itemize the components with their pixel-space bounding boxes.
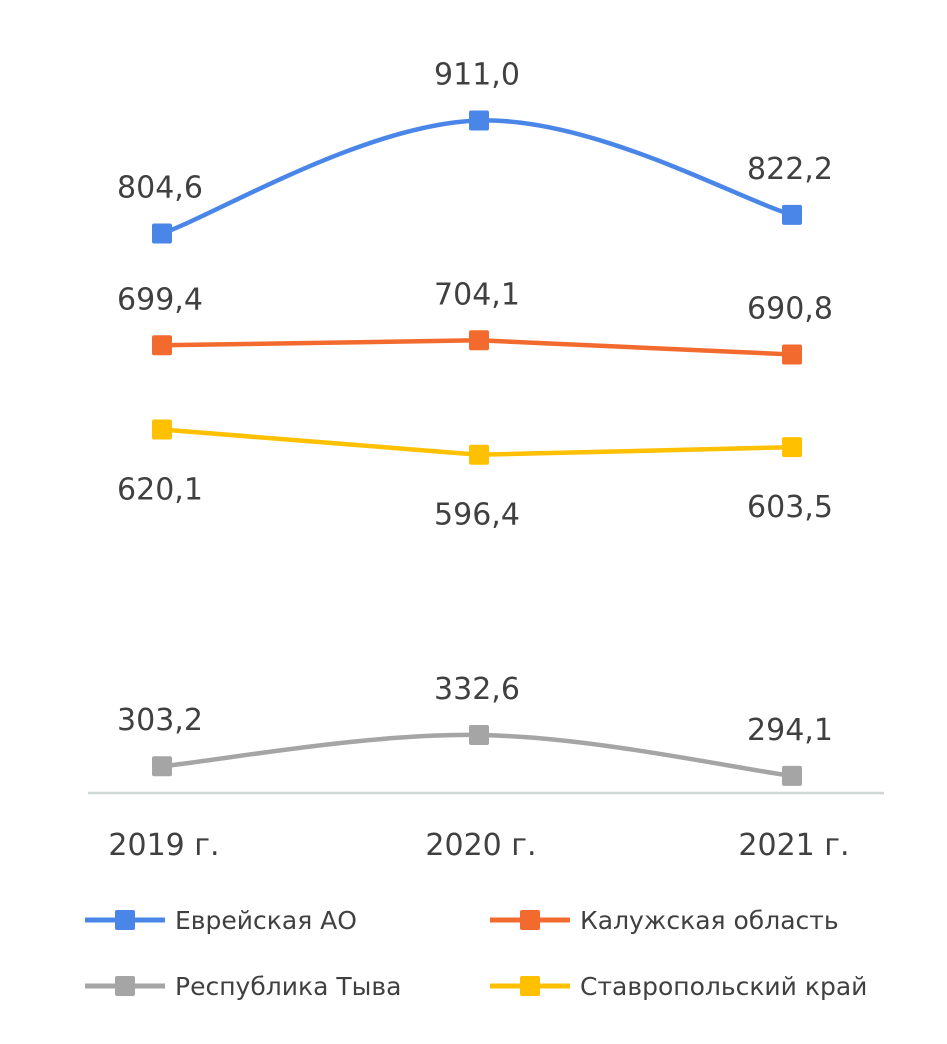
- legend-marker-swatch: [520, 910, 540, 930]
- data-label: 332,6: [434, 672, 520, 707]
- data-point-marker: [152, 419, 172, 440]
- legend-marker-swatch: [115, 976, 135, 996]
- data-point-marker: [469, 444, 489, 465]
- data-label: 603,5: [747, 490, 833, 525]
- x-tick-label: 2019 г.: [108, 828, 219, 863]
- data-point-marker: [152, 756, 172, 777]
- data-point-marker: [782, 204, 802, 225]
- legend-item-ставропольский-край: Ставропольский край: [490, 972, 867, 1001]
- data-point-marker: [469, 110, 489, 131]
- legend-label: Калужская область: [580, 906, 839, 935]
- data-point-marker: [469, 724, 489, 745]
- legend-marker-swatch: [520, 976, 540, 996]
- x-axis-ticks: 2019 г. 2020 г. 2021 г.: [108, 828, 849, 863]
- data-label: 822,2: [747, 152, 833, 187]
- x-tick-label: 2020 г.: [425, 828, 536, 863]
- x-tick-label: 2021 г.: [738, 828, 849, 863]
- legend-marker-swatch: [115, 910, 135, 930]
- data-point-marker: [782, 437, 802, 458]
- legend-label: Ставропольский край: [580, 972, 867, 1001]
- data-label: 704,1: [434, 277, 520, 312]
- data-label: 620,1: [117, 473, 203, 508]
- legend-label: Еврейская АО: [175, 906, 357, 935]
- data-label: 596,4: [434, 498, 520, 533]
- data-label: 303,2: [117, 703, 203, 738]
- data-label: 294,1: [747, 713, 833, 748]
- data-label: 804,6: [117, 171, 203, 206]
- data-point-marker: [152, 223, 172, 244]
- data-point-marker: [782, 344, 802, 365]
- series-line-еврейская-ао: [159, 118, 795, 236]
- legend: Еврейская АО Калужская область Республика …: [85, 906, 867, 1001]
- data-point-marker: [152, 335, 172, 356]
- data-label: 690,8: [747, 291, 833, 326]
- legend-item-республика-тыва: Республика Тыва: [85, 972, 401, 1001]
- data-label: 911,0: [434, 57, 520, 92]
- legend-label: Республика Тыва: [175, 972, 401, 1001]
- data-point-marker: [469, 330, 489, 351]
- data-point-marker: [782, 765, 802, 786]
- legend-item-еврейская-ао: Еврейская АО: [85, 906, 357, 935]
- legend-item-калужская-область: Калужская область: [490, 906, 839, 935]
- data-label: 699,4: [117, 282, 203, 317]
- plot-area: 804,6 911,0 822,2 699,4 704,1 690,8 620,1 596,4…: [117, 57, 833, 786]
